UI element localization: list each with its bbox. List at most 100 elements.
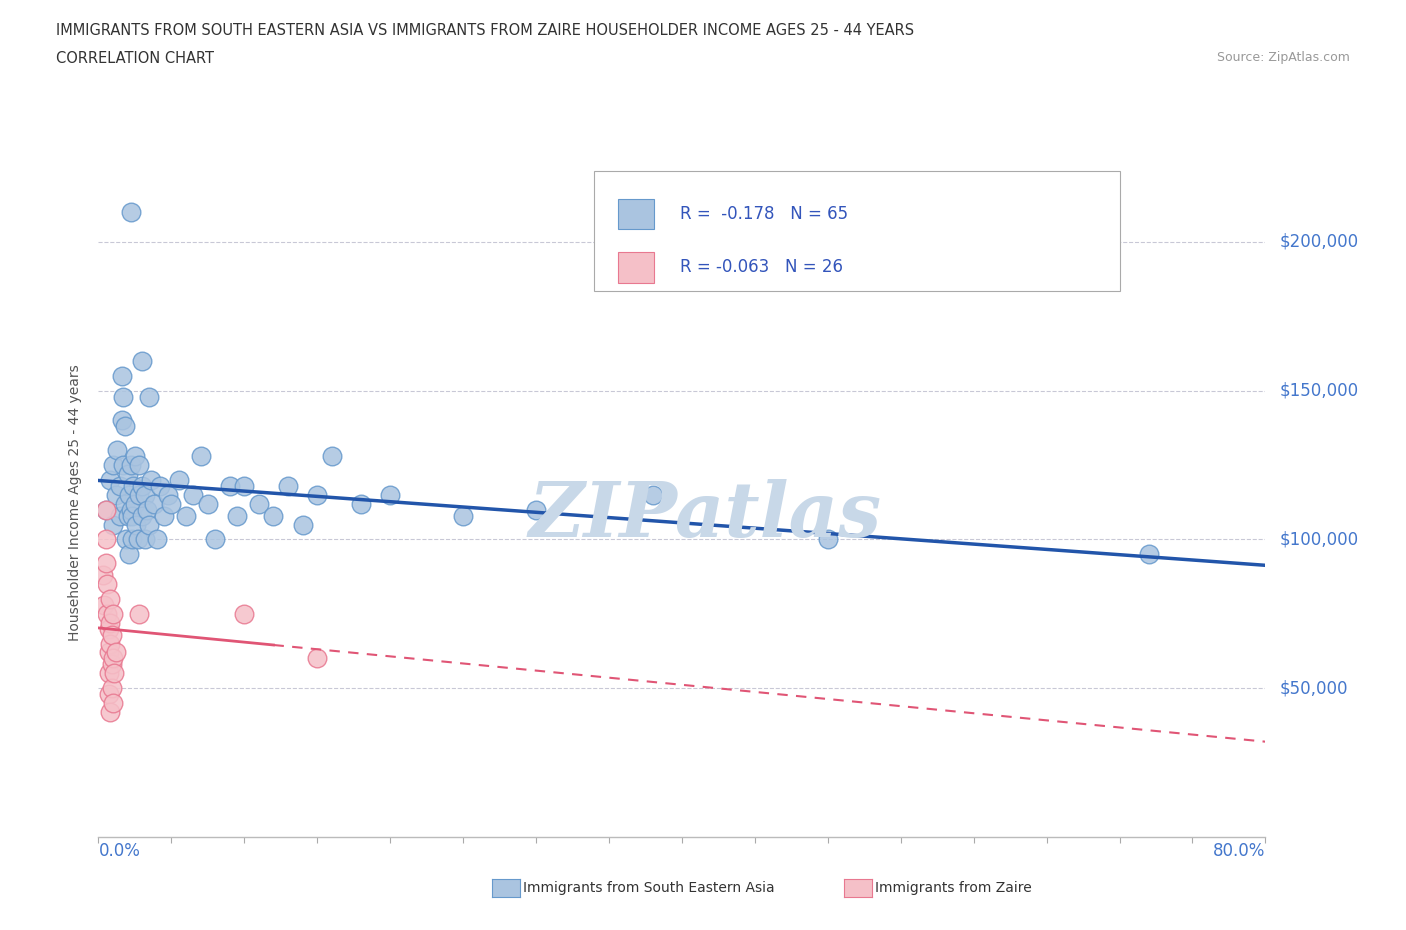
Point xyxy=(114,497,136,512)
Point xyxy=(378,487,402,502)
Point xyxy=(451,508,474,523)
Point xyxy=(100,657,122,671)
Point xyxy=(94,532,117,547)
Point xyxy=(128,487,150,502)
Text: 80.0%: 80.0% xyxy=(1213,842,1265,860)
Point xyxy=(97,645,120,660)
Point xyxy=(307,487,329,502)
Point xyxy=(118,487,141,502)
Point xyxy=(139,472,162,487)
Point xyxy=(190,448,212,463)
Point xyxy=(111,413,134,428)
Point xyxy=(120,458,142,472)
Point xyxy=(118,547,141,562)
Point xyxy=(124,448,146,463)
Point xyxy=(134,487,156,502)
Point xyxy=(291,517,314,532)
Point xyxy=(98,591,121,606)
Point xyxy=(127,532,149,547)
Point xyxy=(135,502,157,517)
Point xyxy=(138,517,160,532)
Text: $200,000: $200,000 xyxy=(1279,232,1358,251)
Point xyxy=(1137,547,1160,562)
Bar xyxy=(617,199,654,229)
Point xyxy=(174,508,197,523)
Point xyxy=(97,666,120,681)
Point xyxy=(120,205,142,219)
Point xyxy=(111,368,134,383)
Point xyxy=(98,616,121,631)
Point xyxy=(160,497,183,512)
Point xyxy=(104,487,127,502)
Y-axis label: Householder Income Ages 25 - 44 years: Householder Income Ages 25 - 44 years xyxy=(69,364,83,641)
Point xyxy=(98,472,121,487)
Point xyxy=(167,472,190,487)
Point xyxy=(104,645,127,660)
Text: $50,000: $50,000 xyxy=(1279,679,1348,698)
Point xyxy=(101,517,124,532)
Point xyxy=(114,418,136,433)
Point xyxy=(98,705,121,720)
Point xyxy=(181,487,204,502)
Point xyxy=(121,532,143,547)
Point xyxy=(350,497,373,512)
Point xyxy=(134,532,156,547)
Point xyxy=(96,577,118,591)
Point xyxy=(94,502,117,517)
Point xyxy=(197,497,219,512)
Point xyxy=(128,458,150,472)
Text: $100,000: $100,000 xyxy=(1279,530,1358,549)
Point xyxy=(817,532,839,547)
Point xyxy=(641,487,664,502)
Point xyxy=(142,497,165,512)
Point xyxy=(149,478,172,493)
Point xyxy=(101,606,124,621)
Point xyxy=(112,389,135,404)
Point xyxy=(247,497,270,512)
Point xyxy=(110,508,132,523)
Point xyxy=(120,502,142,517)
Point xyxy=(101,458,124,472)
Point xyxy=(157,487,180,502)
Point xyxy=(97,686,120,701)
Point xyxy=(226,508,249,523)
Point xyxy=(98,636,121,651)
Point xyxy=(131,353,153,368)
Point xyxy=(128,606,150,621)
Text: Source: ZipAtlas.com: Source: ZipAtlas.com xyxy=(1216,51,1350,64)
Point xyxy=(91,567,114,582)
Point xyxy=(96,606,118,621)
Point xyxy=(218,478,240,493)
Point xyxy=(124,497,146,512)
Point xyxy=(94,556,117,571)
Point xyxy=(97,621,120,636)
Point xyxy=(110,478,132,493)
Point xyxy=(121,508,143,523)
Text: R =  -0.178   N = 65: R = -0.178 N = 65 xyxy=(679,205,848,223)
Text: $150,000: $150,000 xyxy=(1279,381,1358,400)
Point xyxy=(146,532,169,547)
Text: ZIPatlas: ZIPatlas xyxy=(529,479,882,552)
Point xyxy=(277,478,299,493)
Point xyxy=(321,448,343,463)
Point xyxy=(115,532,138,547)
Point xyxy=(93,597,115,612)
Point xyxy=(138,389,160,404)
Point xyxy=(94,502,117,517)
Point xyxy=(307,651,329,666)
Point xyxy=(101,651,124,666)
Point xyxy=(112,458,135,472)
Bar xyxy=(617,252,654,283)
Point xyxy=(153,508,176,523)
Text: R = -0.063   N = 26: R = -0.063 N = 26 xyxy=(679,259,842,276)
Point xyxy=(122,478,145,493)
Point xyxy=(101,696,124,711)
Text: IMMIGRANTS FROM SOUTH EASTERN ASIA VS IMMIGRANTS FROM ZAIRE HOUSEHOLDER INCOME A: IMMIGRANTS FROM SOUTH EASTERN ASIA VS IM… xyxy=(56,23,914,38)
Point xyxy=(125,517,148,532)
Text: 0.0%: 0.0% xyxy=(98,842,141,860)
Point xyxy=(233,606,256,621)
Point xyxy=(100,627,122,642)
Point xyxy=(117,508,139,523)
Text: CORRELATION CHART: CORRELATION CHART xyxy=(56,51,214,66)
Point xyxy=(131,478,153,493)
